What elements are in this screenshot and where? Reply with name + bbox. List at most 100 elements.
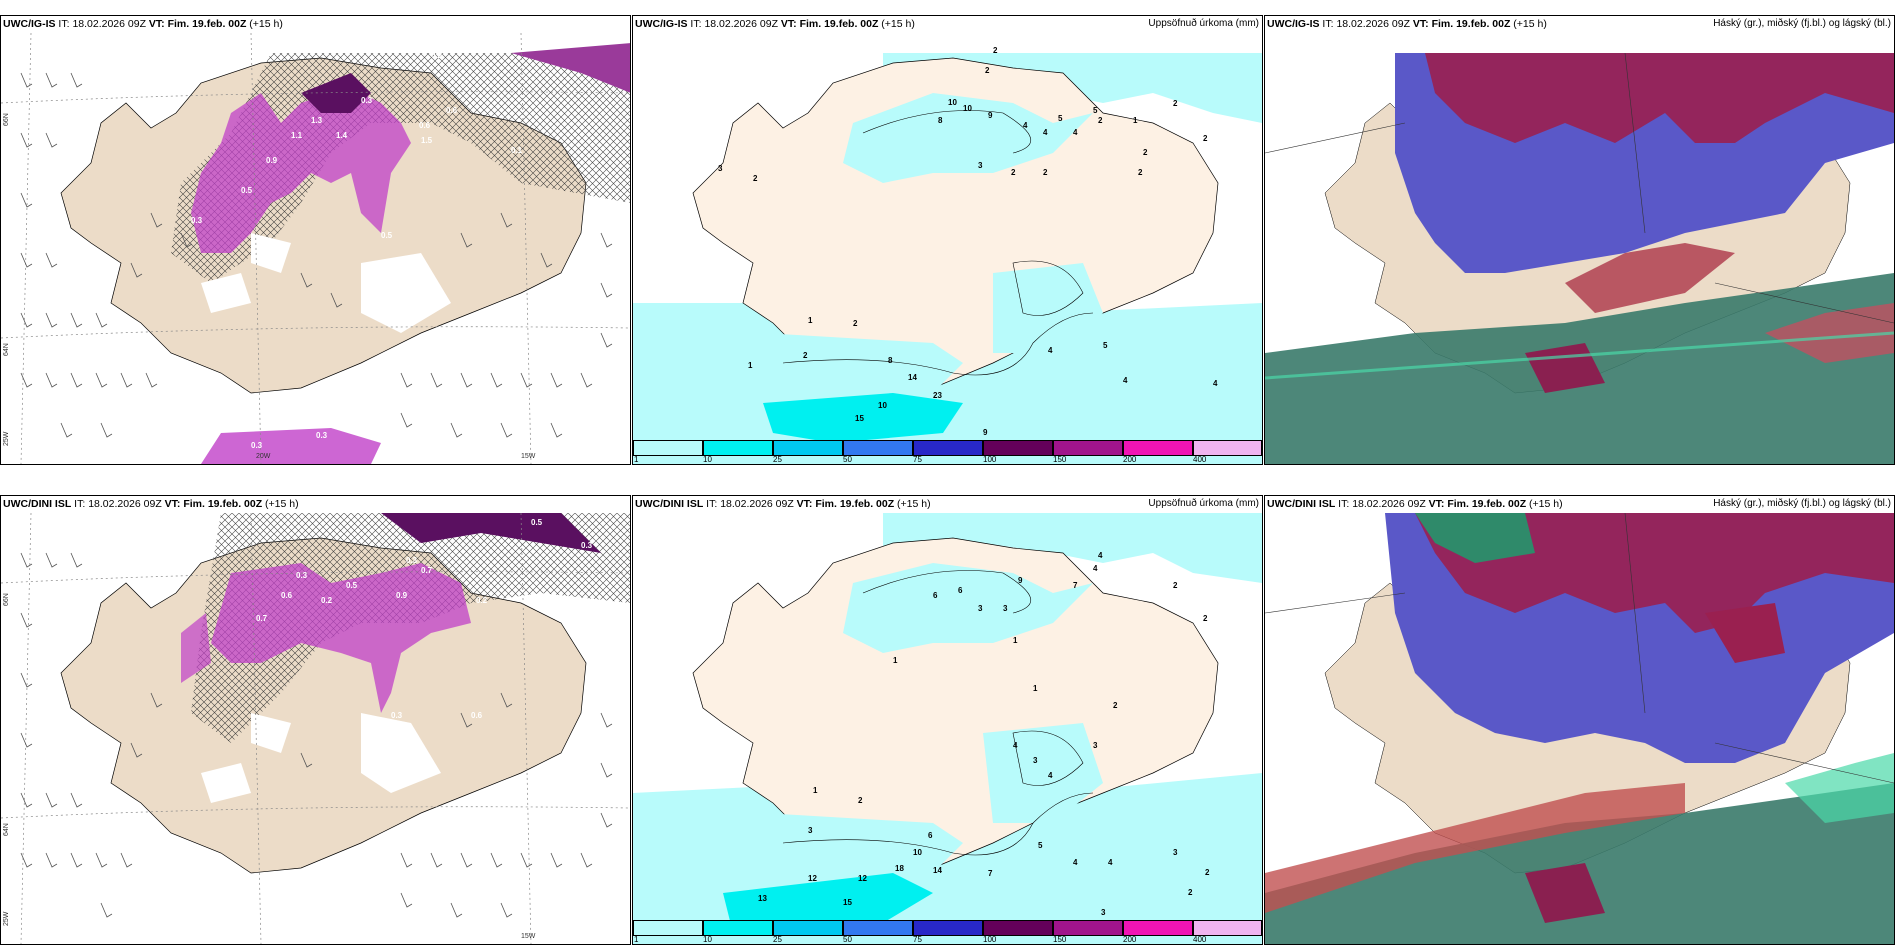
precip-label: 2 [1203,614,1208,623]
colorbar-tick: 100 [983,455,997,464]
precip-label: 6 [928,831,933,840]
lon-label-15w: 15W [521,933,536,940]
panel-wind-igis: UWC/IG-IS IT: 18.02.2026 09Z VT: Fim. 19… [0,15,631,465]
value-label: 0.3 [581,541,593,550]
colorbar-tick: 10 [703,455,712,464]
wind-barbs [20,72,613,438]
value-label: 0.3 [296,571,308,580]
precip-label: 1 [1013,636,1018,645]
value-label: 0.2 [321,596,333,605]
precip-label: 5 [1058,114,1063,123]
precip-label: 4 [1108,858,1113,867]
value-label: 0.1 [261,893,273,902]
colorbar-seg [1053,920,1123,936]
colorbar-tick: 400 [1193,455,1207,464]
colorbar-tick: 75 [913,935,922,944]
value-label: 0.1 [511,146,523,155]
precip-label: 4 [1013,741,1018,750]
precip-area [191,93,411,253]
precip-label: 4 [1073,858,1078,867]
lon-label-15w: 15W [521,453,536,460]
precip-label: 9 [988,111,993,120]
value-label: 0.7 [256,614,268,623]
colorbar-seg [1123,440,1193,456]
colorbar-tick: 75 [913,455,922,464]
panel-title-right: Háský (gr.), miðský (fj.bl.) og lágský (… [1713,498,1891,509]
colorbar-tick: 10 [703,935,712,944]
precip-label: 1 [808,316,813,325]
lat-label-66n: 66N [3,593,10,606]
precip-label: 6 [933,591,938,600]
precip-label: 2 [1205,868,1210,877]
precip-label: 2 [985,66,990,75]
precip-label: 4 [1073,128,1078,137]
precip-label: 2 [803,351,808,360]
precip-label: 2 [1138,168,1143,177]
colorbar-tick: 50 [843,935,852,944]
precip-label: 3 [978,161,983,170]
precip-label: 3 [808,826,813,835]
colorbar-seg [773,440,843,456]
value-label: 0.5 [241,186,253,195]
panel-precip-igis: UWC/IG-IS IT: 18.02.2026 09Z VT: Fim. 19… [632,15,1263,465]
lon-label-25w: 25W [3,431,10,446]
precip-label: 2 [993,46,998,55]
precip-label: 2 [1098,116,1103,125]
precip-label: 13 [758,894,767,903]
wind-barbs [20,552,613,918]
lon-label-20w: 20W [256,453,271,460]
value-label: 0.5 [531,518,543,527]
colorbar-seg [1193,440,1262,456]
precip-label: 3 [1101,908,1106,917]
precip-label: 23 [933,391,942,400]
precip-label: 2 [853,319,858,328]
precip-label: 8 [888,356,893,365]
colorbar-seg [913,440,983,456]
colorbar: 1 10 25 50 75 100 150 200 400 [633,920,1262,944]
value-label: 1.5 [421,136,433,145]
precip-label: 4 [1123,376,1128,385]
cloud-map [1265,33,1894,464]
panel-precip-dini: UWC/DINI ISL IT: 18.02.2026 09Z VT: Fim.… [632,495,1263,945]
colorbar-seg [703,920,773,936]
colorbar-tick: 1 [634,935,639,944]
precip-label: 15 [843,898,852,907]
value-label: 0.3 [251,441,263,450]
colorbar-seg [1193,920,1262,936]
lat-label-64n: 64N [3,343,10,356]
colorbar-tick: 200 [1123,455,1137,464]
precip-label: 4 [1023,121,1028,130]
value-label: 1.4 [336,131,348,140]
precip-label: 5 [1093,106,1098,115]
colorbar-seg [633,920,703,936]
panel-title-right: Uppsöfnuð úrkoma (mm) [1148,18,1259,29]
value-label: 0.3 [191,216,203,225]
precip-label: 3 [718,164,723,173]
colorbar-tick: 150 [1053,935,1067,944]
precip-label: 12 [858,874,867,883]
precip-label: 2 [1173,581,1178,590]
precip-label: 14 [933,866,942,875]
precip-label: 5 [1103,341,1108,350]
cloud-map [1265,513,1894,944]
colorbar-tick: 50 [843,455,852,464]
colorbar-seg [983,920,1053,936]
precip-label: 2 [753,174,758,183]
panel-header: UWC/DINI ISL IT: 18.02.2026 09Z VT: Fim.… [3,498,299,510]
panel-header: UWC/IG-IS IT: 18.02.2026 09Z VT: Fim. 19… [635,18,915,30]
lat-label-64n: 64N [3,823,10,836]
high-cloud [1415,513,1894,633]
precip-label: 4 [1093,564,1098,573]
precip-label: 7 [988,869,993,878]
value-label: 0.9 [266,156,278,165]
precip-label: 4 [1213,379,1218,388]
precip-label: 4 [1048,346,1053,355]
colorbar-seg [913,920,983,936]
lat-label-66n: 66N [3,113,10,126]
colorbar-tick: 200 [1123,935,1137,944]
value-label: 0.6 [419,121,431,130]
colorbar-seg [1053,440,1123,456]
panel-header: UWC/IG-IS IT: 18.02.2026 09Z VT: Fim. 19… [1267,18,1547,30]
wind-map [1,33,630,464]
precip-label: 4 [1043,128,1048,137]
